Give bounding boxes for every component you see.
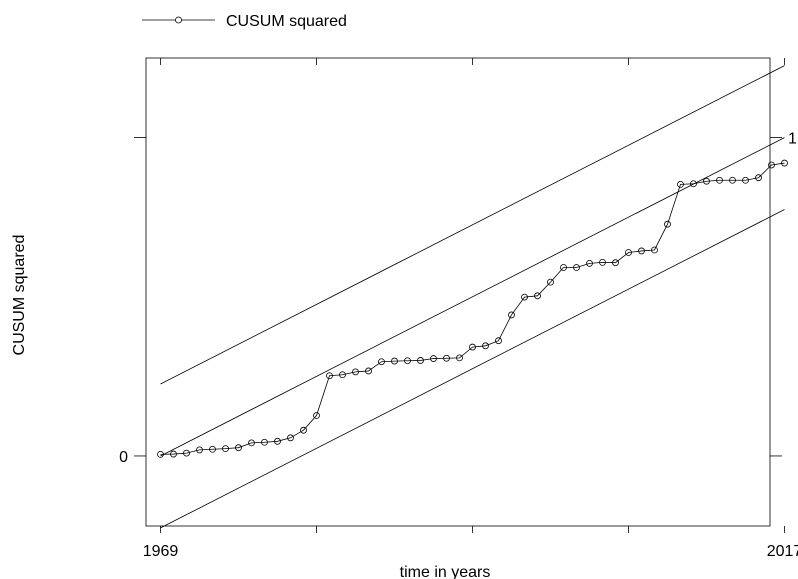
data-point — [248, 439, 255, 447]
data-point — [508, 311, 515, 319]
data-point — [482, 342, 489, 350]
legend-label: CUSUM squared — [226, 13, 347, 30]
data-point — [651, 246, 658, 254]
data-point — [729, 176, 736, 184]
data-point — [755, 174, 762, 182]
data-point — [638, 247, 645, 255]
data-point — [781, 159, 788, 167]
data-point — [768, 161, 775, 169]
reference-line-3 — [160, 209, 785, 529]
data-point — [430, 355, 437, 362]
data-point — [365, 367, 372, 375]
data-point — [716, 176, 723, 184]
data-point — [274, 437, 281, 445]
data-point — [378, 358, 385, 366]
data-point — [287, 434, 294, 442]
series-line — [160, 162, 785, 455]
y-tick-label-right: 1 — [788, 131, 797, 148]
data-point — [183, 449, 190, 457]
data-point — [170, 450, 177, 458]
data-point — [443, 354, 450, 362]
x-tick-label: 2017 — [767, 543, 798, 560]
data-point — [300, 426, 307, 434]
data-point — [157, 450, 164, 458]
x-tick-label: 1969 — [143, 543, 179, 560]
reference-line-1 — [160, 137, 785, 457]
data-point — [703, 177, 710, 185]
data-point — [196, 446, 203, 454]
legend: CUSUM squared — [142, 13, 347, 30]
data-point — [469, 343, 476, 351]
data-point — [534, 292, 541, 300]
data-point — [417, 357, 424, 364]
data-point — [391, 357, 398, 365]
data-point — [261, 438, 268, 446]
cusum-series — [157, 159, 788, 458]
data-point — [690, 180, 697, 188]
data-point — [677, 180, 684, 188]
data-point — [456, 354, 463, 362]
reference-line-2 — [160, 65, 785, 385]
data-point — [573, 264, 580, 271]
data-point — [209, 445, 216, 453]
data-point — [222, 445, 229, 453]
legend-marker — [175, 16, 182, 24]
data-point — [404, 357, 411, 365]
x-axis-label: time in years — [400, 564, 491, 579]
plot-area-border — [145, 57, 771, 527]
y-tick-label: 0 — [119, 449, 128, 466]
data-point — [339, 371, 346, 379]
data-point — [664, 220, 671, 228]
data-point — [495, 337, 502, 345]
data-point — [586, 259, 593, 267]
y-axis-label: CUSUM squared — [11, 235, 28, 356]
plot-frame — [145, 57, 771, 527]
y-axis: 01 — [119, 131, 797, 466]
data-point — [625, 249, 632, 256]
reference-lines — [160, 65, 785, 529]
data-point — [560, 264, 567, 271]
data-point — [235, 444, 242, 452]
data-point — [521, 293, 528, 301]
data-point — [612, 259, 619, 267]
data-point — [326, 372, 333, 380]
data-point — [313, 412, 320, 419]
data-point — [599, 258, 606, 266]
data-point — [742, 176, 749, 184]
data-point — [547, 278, 554, 286]
data-point — [352, 368, 359, 376]
x-axis: 1969 2017 — [143, 58, 798, 560]
